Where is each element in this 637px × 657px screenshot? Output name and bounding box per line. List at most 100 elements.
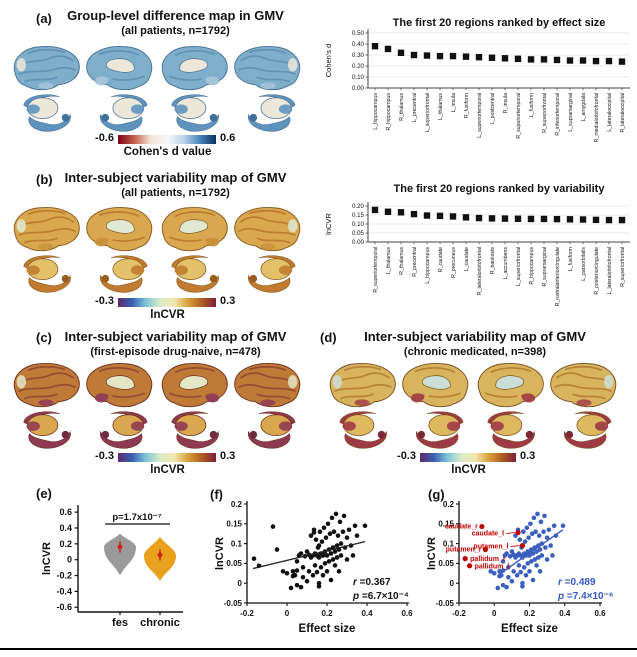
svg-text:0.10: 0.10 bbox=[352, 74, 365, 81]
svg-text:L_fusiform: L_fusiform bbox=[568, 247, 574, 271]
svg-text:L_superiorfrontal: L_superiorfrontal bbox=[425, 93, 431, 132]
svg-text:0.50: 0.50 bbox=[352, 30, 365, 37]
svg-text:R_superiorfrontal: R_superiorfrontal bbox=[620, 247, 626, 287]
svg-text:R_superiortemporal: R_superiortemporal bbox=[373, 247, 379, 293]
svg-text:R_lateraloccipital: R_lateraloccipital bbox=[620, 93, 626, 133]
svg-text:0.05: 0.05 bbox=[352, 230, 365, 237]
svg-text:pallidum_l: pallidum_l bbox=[475, 563, 510, 570]
svg-text:-0.2: -0.2 bbox=[56, 571, 72, 581]
svg-text:0.6: 0.6 bbox=[401, 609, 413, 618]
svg-text:-0.05: -0.05 bbox=[436, 599, 455, 608]
panel-c-subtitle: (first-episode drug-naive, n=478) bbox=[90, 346, 261, 358]
svg-text:0.20: 0.20 bbox=[352, 63, 365, 70]
svg-text:R_thalamus: R_thalamus bbox=[399, 93, 405, 121]
svg-text:0.2: 0.2 bbox=[321, 609, 333, 618]
svg-text:R_superiorfrontal: R_superiorfrontal bbox=[542, 93, 548, 133]
panel-g-label: (g) bbox=[428, 487, 445, 502]
svg-text:putamen_l: putamen_l bbox=[473, 544, 508, 551]
svg-text:L_supramarginal: L_supramarginal bbox=[568, 93, 574, 132]
chart-rank-effect: The first 20 regions ranked by effect si… bbox=[324, 17, 630, 142]
svg-text:0.6: 0.6 bbox=[59, 507, 72, 517]
svg-text:L_postcentral: L_postcentral bbox=[490, 93, 496, 124]
colorbar-c-max: 0.3 bbox=[220, 450, 236, 462]
svg-text:L_lateraloccipital: L_lateraloccipital bbox=[607, 93, 613, 132]
panel-b-title: Inter-subject variability map of GMV bbox=[64, 170, 287, 185]
bottom-rule bbox=[0, 648, 637, 650]
svg-text:R_superiortemporal: R_superiortemporal bbox=[516, 93, 522, 139]
panel-b-subtitle: (all patients, n=1792) bbox=[121, 187, 230, 199]
svg-text:L_precentral: L_precentral bbox=[412, 93, 418, 122]
svg-text:r =0.489: r =0.489 bbox=[558, 577, 596, 588]
svg-text:The first 20 regions ranked by: The first 20 regions ranked by variabili… bbox=[394, 183, 606, 195]
panel-a-label: (a) bbox=[36, 11, 52, 26]
svg-text:fes: fes bbox=[112, 617, 128, 629]
svg-text:0.15: 0.15 bbox=[226, 520, 242, 529]
svg-text:0.15: 0.15 bbox=[352, 212, 365, 219]
colorbar-d bbox=[420, 453, 516, 462]
svg-text:L_parsorbitalis: L_parsorbitalis bbox=[581, 247, 587, 281]
svg-text:pallidum_r: pallidum_r bbox=[470, 556, 506, 563]
svg-text:0.1: 0.1 bbox=[443, 539, 455, 548]
colorbar-a-max: 0.6 bbox=[220, 132, 236, 144]
svg-text:L_insula: L_insula bbox=[451, 93, 457, 112]
colorbar-b-min: -0.3 bbox=[95, 295, 114, 307]
svg-text:R_medialorbitofrontal: R_medialorbitofrontal bbox=[594, 93, 600, 142]
colorbar-a-caption: Cohen's d value bbox=[123, 146, 212, 158]
svg-text:lnCVR: lnCVR bbox=[324, 213, 333, 235]
svg-text:0: 0 bbox=[238, 579, 243, 588]
panel-e-label: (e) bbox=[36, 486, 52, 501]
colorbar-b-max: 0.3 bbox=[220, 295, 236, 307]
svg-text:lnCVR: lnCVR bbox=[41, 542, 53, 575]
svg-text:L_lateralorbitofrontal: L_lateralorbitofrontal bbox=[607, 247, 613, 294]
svg-text:caudate_l: caudate_l bbox=[472, 531, 504, 538]
brain-map-c bbox=[13, 363, 301, 449]
svg-text:R_lateralorbitofrontal: R_lateralorbitofrontal bbox=[477, 247, 483, 295]
svg-text:0: 0 bbox=[67, 555, 72, 565]
colorbar-b-caption: lnCVR bbox=[150, 309, 185, 321]
svg-text:0.4: 0.4 bbox=[59, 523, 72, 533]
svg-text:L_amygdala: L_amygdala bbox=[581, 93, 587, 121]
svg-text:R_hippocampus: R_hippocampus bbox=[386, 93, 392, 131]
svg-text:lnCVR: lnCVR bbox=[214, 537, 226, 570]
svg-text:0.30: 0.30 bbox=[352, 52, 365, 59]
svg-text:R_precentral: R_precentral bbox=[412, 247, 418, 277]
svg-text:The first 20 regions ranked by: The first 20 regions ranked by effect si… bbox=[393, 17, 606, 29]
svg-text:0.2: 0.2 bbox=[524, 609, 536, 618]
svg-text:L_thalamus: L_thalamus bbox=[438, 93, 444, 120]
chart-scatter-fes: -0.2 0 0.2 0.4 0.6 -0.05 0 0.05 0.1 0.15 0.2 Effect… bbox=[214, 500, 413, 635]
svg-text:0: 0 bbox=[492, 609, 497, 618]
svg-text:0.4: 0.4 bbox=[559, 609, 571, 618]
svg-text:R_fusiform: R_fusiform bbox=[464, 93, 470, 118]
svg-text:0.40: 0.40 bbox=[352, 41, 365, 48]
svg-text:L_caudate: L_caudate bbox=[464, 247, 470, 271]
svg-text:R_caudate: R_caudate bbox=[438, 247, 444, 272]
svg-text:L_superiortemporal: L_superiortemporal bbox=[477, 93, 483, 138]
svg-text:r =0.367: r =0.367 bbox=[353, 577, 391, 588]
colorbar-c-caption: lnCVR bbox=[150, 464, 185, 476]
svg-text:-0.05: -0.05 bbox=[224, 599, 243, 608]
colorbar-d-max: 0.3 bbox=[520, 450, 536, 462]
svg-text:R_posteriorcingulate: R_posteriorcingulate bbox=[594, 247, 600, 295]
svg-text:-0.6: -0.6 bbox=[56, 602, 72, 612]
colorbar-d-caption: lnCVR bbox=[451, 464, 486, 476]
svg-text:L_accumbens: L_accumbens bbox=[503, 247, 509, 280]
panel-c-label: (c) bbox=[36, 330, 52, 345]
svg-text:Cohen's d: Cohen's d bbox=[324, 44, 333, 78]
svg-text:L_hippocampus: L_hippocampus bbox=[425, 247, 431, 284]
colorbar-c-min: -0.3 bbox=[95, 450, 114, 462]
svg-text:-0.4: -0.4 bbox=[56, 586, 72, 596]
svg-text:p =7.4×10⁻⁶: p =7.4×10⁻⁶ bbox=[557, 591, 613, 602]
chart-scatter-chronic: -0.2 0 0.2 0.4 0.6 -0.05 0 0.05 0.1 0.15 0.2 Effect… bbox=[426, 500, 613, 635]
svg-text:p=1.7x10⁻⁷: p=1.7x10⁻⁷ bbox=[112, 512, 161, 523]
svg-text:0.00: 0.00 bbox=[352, 85, 365, 92]
svg-text:chronic: chronic bbox=[140, 617, 180, 629]
svg-text:L_hippocampus: L_hippocampus bbox=[373, 93, 379, 130]
svg-text:R_hippocampus: R_hippocampus bbox=[529, 247, 535, 285]
svg-text:0.6: 0.6 bbox=[594, 609, 606, 618]
colorbar-c bbox=[118, 453, 216, 462]
svg-text:R_rostralanteriorcingulate: R_rostralanteriorcingulate bbox=[555, 247, 561, 307]
svg-text:R_supramarginal: R_supramarginal bbox=[542, 247, 548, 287]
panel-b-label: (b) bbox=[36, 172, 53, 187]
svg-text:0.20: 0.20 bbox=[352, 203, 365, 210]
svg-text:p =6.7×10⁻⁴: p =6.7×10⁻⁴ bbox=[352, 591, 409, 602]
